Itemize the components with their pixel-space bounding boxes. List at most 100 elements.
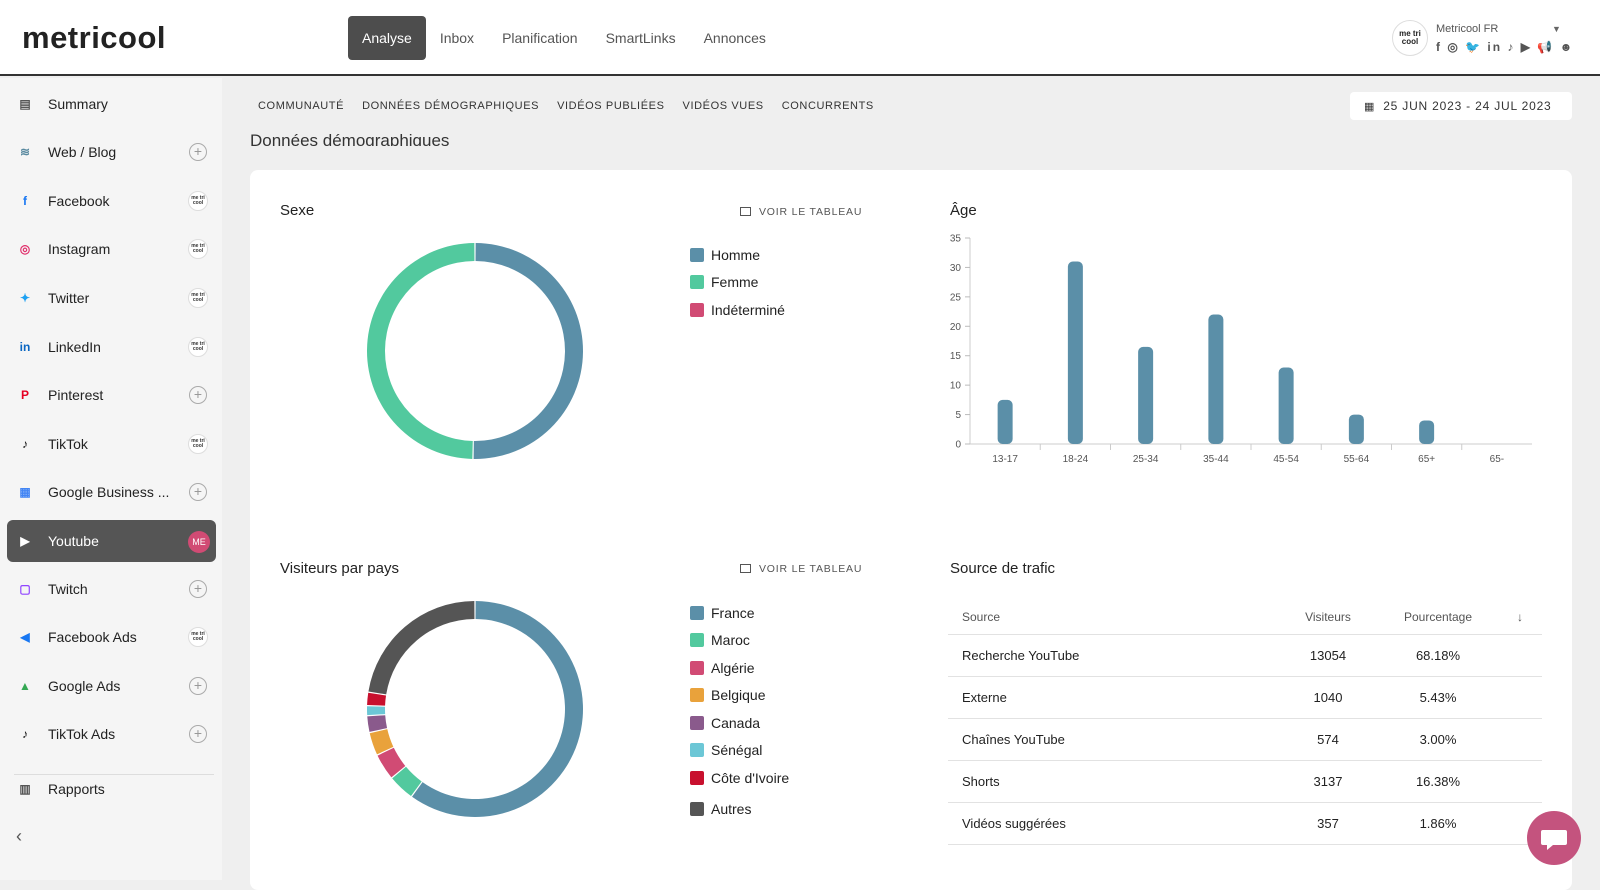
table-row[interactable]: Shorts 3137 16.38%	[948, 760, 1542, 803]
col-source[interactable]: Source	[948, 600, 1278, 635]
sidebar-item-google-business[interactable]: ▦ Google Business ... +	[7, 471, 216, 513]
sidebar-item-label: Rapports	[48, 781, 105, 797]
age-bar-45-54[interactable]	[1278, 367, 1294, 444]
sidebar-item-summary[interactable]: ▤ Summary	[7, 83, 216, 125]
tab-communaute[interactable]: COMMUNAUTÉ	[258, 100, 345, 112]
y-tick-label: 10	[950, 381, 962, 392]
metricool-logo[interactable]: metricool	[22, 20, 167, 55]
legend-item[interactable]: Belgique	[690, 682, 789, 710]
add-circle-icon[interactable]: +	[189, 143, 207, 161]
age-bar-55-64[interactable]	[1348, 414, 1364, 444]
add-circle-icon[interactable]: +	[189, 386, 207, 404]
donut-slice-c-te-d-ivoire[interactable]	[367, 692, 387, 706]
sidebar-item-instagram[interactable]: ◎ Instagram me tri cool	[7, 228, 216, 270]
donut-slice-belgique[interactable]	[369, 729, 394, 755]
legend-swatch	[690, 688, 704, 703]
voir-tableau-pays-button[interactable]: VOIR LE TABLEAU	[740, 563, 862, 575]
legend-item[interactable]: Autres	[690, 796, 789, 824]
legend-item[interactable]: Indéterminé	[690, 296, 785, 324]
add-circle-icon[interactable]: +	[189, 483, 207, 501]
age-bar-18-24[interactable]	[1067, 261, 1083, 444]
connected-networks-icons: f ◎ 🐦 in ♪ ▶ 📢 ☻	[1436, 40, 1575, 54]
nav-smartlinks[interactable]: SmartLinks	[605, 30, 676, 46]
sidebar-item-twitch[interactable]: ▢ Twitch +	[7, 568, 216, 610]
legend-label: Algérie	[711, 659, 755, 676]
add-circle-icon[interactable]: +	[189, 677, 207, 695]
tab-donnees-demographiques[interactable]: DONNÉES DÉMOGRAPHIQUES	[362, 100, 540, 112]
sidebar-item-pinterest[interactable]: P Pinterest +	[7, 374, 216, 416]
nav-annonces[interactable]: Annonces	[703, 30, 766, 46]
x-tick-label: 35-44	[1203, 454, 1229, 465]
sexe-legend: Homme Femme Indéterminé	[690, 241, 785, 324]
sidebar-item-label: TikTok Ads	[48, 726, 116, 742]
table-row[interactable]: Vidéos suggérées 357 1.86%	[948, 802, 1542, 845]
sidebar-item-google-ads[interactable]: ▲ Google Ads +	[7, 665, 216, 707]
legend-swatch	[690, 802, 704, 817]
table-row[interactable]: Externe 1040 5.43%	[948, 676, 1542, 719]
sidebar-item-rapports[interactable]: ▥ Rapports	[7, 768, 216, 810]
add-circle-icon[interactable]: +	[189, 725, 207, 743]
donut-slice-maroc[interactable]	[392, 766, 422, 796]
chevron-down-icon[interactable]: ▼	[1552, 24, 1561, 34]
donut-slice-france[interactable]	[412, 601, 583, 817]
tab-videos-publiees[interactable]: VIDÉOS PUBLIÉES	[557, 100, 665, 112]
add-circle-icon[interactable]: +	[189, 580, 207, 598]
pourcentage-cell: 5.43%	[1378, 676, 1498, 719]
sidebar-item-tiktok-ads[interactable]: ♪ TikTok Ads +	[7, 713, 216, 755]
tab-videos-vues[interactable]: VIDÉOS VUES	[682, 100, 764, 112]
google-ads-icon: ▲	[19, 679, 31, 693]
donut-slice-autres[interactable]	[368, 601, 475, 695]
sidebar-item-label: Twitch	[48, 581, 88, 597]
sidebar-item-web-blog[interactable]: ≋ Web / Blog +	[7, 131, 216, 173]
tab-concurrents[interactable]: CONCURRENTS	[781, 100, 874, 112]
donut-slice-femme[interactable]	[366, 243, 475, 459]
nav-analyse[interactable]: Analyse	[348, 16, 426, 60]
subtabs: COMMUNAUTÉ DONNÉES DÉMOGRAPHIQUES VIDÉOS…	[258, 100, 874, 112]
clipboard-icon: ▤	[19, 97, 31, 111]
age-bar-13-17[interactable]	[997, 399, 1013, 444]
legend-item[interactable]: Femme	[690, 269, 785, 297]
nav-inbox[interactable]: Inbox	[439, 30, 475, 46]
account-mini-avatar: me tri cool	[188, 337, 208, 357]
sort-down-icon[interactable]: ↓	[1498, 600, 1542, 635]
legend-item[interactable]: Sénégal	[690, 737, 789, 765]
sidebar-item-facebook[interactable]: f Facebook me tri cool	[7, 180, 216, 222]
legend-item[interactable]: France	[690, 599, 789, 627]
legend-item[interactable]: Côte d'Ivoire	[690, 764, 789, 792]
twitter-icon: ✦	[19, 291, 31, 305]
account-mini-avatar: me tri cool	[188, 191, 208, 211]
donut-slice-canada[interactable]	[367, 715, 388, 732]
sidebar-item-twitter[interactable]: ✦ Twitter me tri cool	[7, 277, 216, 319]
table-row[interactable]: Recherche YouTube 13054 68.18%	[948, 634, 1542, 677]
legend-item[interactable]: Maroc	[690, 627, 789, 655]
linkedin-icon: in	[19, 340, 31, 354]
age-bar-25-34[interactable]	[1138, 346, 1154, 444]
sidebar-item-linkedin[interactable]: in LinkedIn me tri cool	[7, 326, 216, 368]
table-row[interactable]: Chaînes YouTube 574 3.00%	[948, 718, 1542, 761]
donut-slice-s-n-gal[interactable]	[367, 706, 386, 716]
nav-planification[interactable]: Planification	[502, 30, 578, 46]
col-visiteurs[interactable]: Visiteurs	[1278, 600, 1378, 635]
date-range-picker[interactable]: ▦ 25 JUN 2023 - 24 JUL 2023	[1350, 92, 1572, 120]
chat-button[interactable]	[1527, 811, 1581, 865]
col-pourcentage[interactable]: Pourcentage	[1378, 600, 1498, 635]
donut-slice-alg-rie[interactable]	[377, 747, 406, 778]
tiktok-icon: ♪	[22, 437, 28, 451]
empty-cell	[1498, 718, 1542, 761]
pinterest-icon: P	[20, 388, 29, 402]
sidebar-item-tiktok[interactable]: ♪ TikTok me tri cool	[7, 423, 216, 465]
legend-item[interactable]: Homme	[690, 241, 785, 269]
legend-label: Indéterminé	[711, 301, 785, 318]
collapse-sidebar-icon[interactable]: ‹	[16, 826, 22, 846]
age-bar-65+[interactable]	[1419, 420, 1435, 444]
donut-slice-homme[interactable]	[473, 243, 583, 459]
account-switcher[interactable]: me tri cool Metricool FR ▼ f ◎ 🐦 in ♪ ▶ …	[1392, 20, 1582, 60]
legend-item[interactable]: Algérie	[690, 654, 789, 682]
legend-item[interactable]: Canada	[690, 709, 789, 737]
voir-tableau-sexe-button[interactable]: VOIR LE TABLEAU	[740, 206, 862, 218]
sidebar-item-youtube[interactable]: ▶ Youtube ME	[7, 520, 216, 562]
sidebar-item-facebook-ads[interactable]: ◀ Facebook Ads me tri cool	[7, 616, 216, 658]
visiteurs-cell: 574	[1278, 718, 1378, 761]
instagram-icon: ◎	[19, 242, 31, 256]
age-bar-35-44[interactable]	[1208, 314, 1224, 444]
